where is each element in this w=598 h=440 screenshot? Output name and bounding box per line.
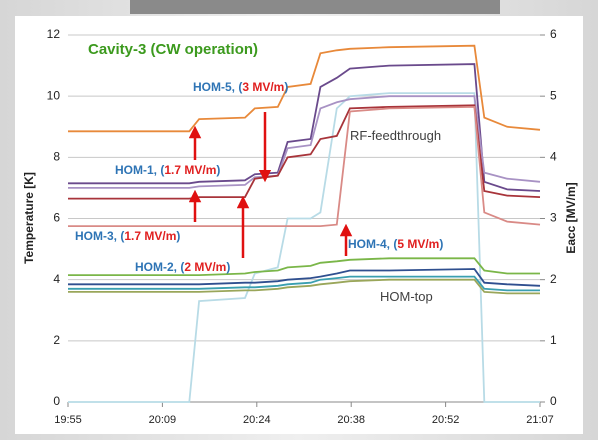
y-tick-label: 8 [53,150,60,164]
y-tick-label: 10 [47,88,61,102]
y2-tick-label: 0 [550,394,557,408]
annotation-part: RF-feedthrough [350,128,441,143]
annotation: HOM-4, (5 MV/m) [348,237,443,251]
annotation-part: 5 MV/m [397,237,439,251]
plot-panel [15,16,583,434]
annotation: HOM-3, (1.7 MV/m) [75,229,180,243]
annotation-part: HOM-5, ( [193,80,242,94]
y-tick-label: 0 [53,394,60,408]
x-tick-label: 20:24 [243,414,271,426]
chart: Cavity-3 (CW operation) Temperature [K] … [0,0,598,440]
y-tick-label: 6 [53,211,60,225]
y2-tick-label: 6 [550,27,557,41]
y-axis-title: Temperature [K] [22,172,36,264]
annotation: RF-feedthrough [350,128,441,143]
x-tick-label: 19:55 [54,414,82,426]
y2-tick-label: 1 [550,333,557,347]
annotation-part: ) [439,237,443,251]
annotation: HOM-1, (1.7 MV/m) [115,163,220,177]
annotation-part: ) [216,163,220,177]
y2-tick-label: 2 [550,272,557,286]
annotation: HOM-top [380,289,433,304]
y-tick-label: 4 [53,272,60,286]
y2-axis-title: Eacc [MV/m] [564,182,578,253]
annotation-part: HOM-1, ( [115,163,164,177]
annotation-part: 2 MV/m [184,260,226,274]
annotation-part: HOM-4, ( [348,237,397,251]
annotation-part: ) [176,229,180,243]
annotation: HOM-5, (3 MV/m) [193,80,288,94]
x-tick-label: 20:52 [432,414,460,426]
annotation-part: 1.7 MV/m [124,229,176,243]
annotation-part: 3 MV/m [242,80,284,94]
chart-title: Cavity-3 (CW operation) [88,41,258,58]
annotation-part: HOM-3, ( [75,229,124,243]
y2-tick-label: 5 [550,88,557,102]
x-tick-label: 20:38 [337,414,365,426]
annotation-part: ) [284,80,288,94]
y2-tick-label: 4 [550,150,557,164]
annotation-part: HOM-2, ( [135,260,184,274]
x-tick-label: 20:09 [149,414,177,426]
top-strip [130,0,500,14]
y-tick-label: 2 [53,333,60,347]
y2-tick-label: 3 [550,211,557,225]
annotation: HOM-2, (2 MV/m) [135,260,230,274]
x-tick-label: 21:07 [526,414,554,426]
annotation-part: ) [226,260,230,274]
annotation-part: HOM-top [380,289,433,304]
y-tick-label: 12 [47,27,61,41]
annotation-part: 1.7 MV/m [164,163,216,177]
